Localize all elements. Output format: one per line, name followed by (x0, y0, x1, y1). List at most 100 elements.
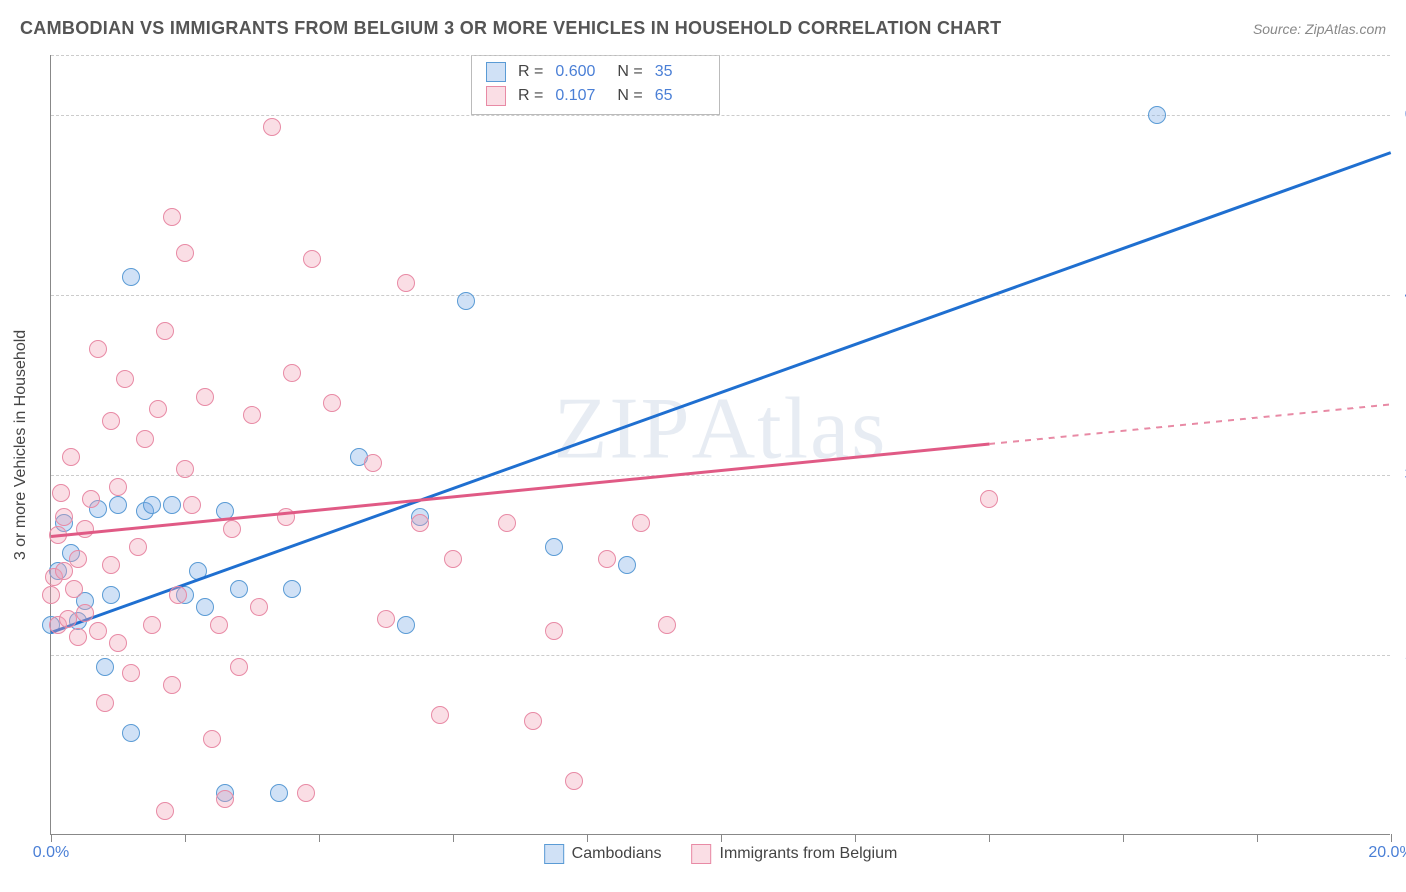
legend-label-2: Immigrants from Belgium (720, 845, 898, 863)
x-tick (453, 834, 454, 842)
x-tick-label: 0.0% (33, 844, 69, 862)
data-point (444, 550, 462, 568)
data-point (89, 622, 107, 640)
data-point (42, 586, 60, 604)
data-point (76, 520, 94, 538)
data-point (109, 634, 127, 652)
y-gridline (51, 55, 1390, 56)
data-point (216, 790, 234, 808)
data-point (250, 598, 268, 616)
trend-line (989, 403, 1391, 444)
data-point (203, 730, 221, 748)
chart-title: CAMBODIAN VS IMMIGRANTS FROM BELGIUM 3 O… (20, 18, 1001, 39)
data-point (230, 580, 248, 598)
data-point (122, 268, 140, 286)
n-value-1: 35 (655, 63, 705, 81)
data-point (176, 244, 194, 262)
r-value-2: 0.107 (555, 87, 605, 105)
data-point (223, 520, 241, 538)
y-axis-label: 3 or more Vehicles in Household (12, 329, 30, 559)
data-point (243, 406, 261, 424)
data-point (143, 496, 161, 514)
n-label: N = (617, 63, 642, 81)
data-point (545, 622, 563, 640)
legend-swatch-pink (486, 86, 506, 106)
data-point (129, 538, 147, 556)
data-point (323, 394, 341, 412)
x-tick-label: 20.0% (1368, 844, 1406, 862)
data-point (183, 496, 201, 514)
data-point (303, 250, 321, 268)
data-point (55, 508, 73, 526)
x-tick (185, 834, 186, 842)
x-tick (319, 834, 320, 842)
data-point (69, 550, 87, 568)
data-point (143, 616, 161, 634)
data-point (283, 580, 301, 598)
data-point (156, 322, 174, 340)
x-tick (855, 834, 856, 842)
r-label: R = (518, 63, 543, 81)
data-point (565, 772, 583, 790)
legend-label-1: Cambodians (572, 845, 662, 863)
y-gridline (51, 295, 1390, 296)
trend-line (51, 443, 989, 538)
data-point (169, 586, 187, 604)
data-point (230, 658, 248, 676)
r-label-2: R = (518, 87, 543, 105)
y-gridline (51, 475, 1390, 476)
data-point (122, 724, 140, 742)
data-point (196, 388, 214, 406)
x-tick (989, 834, 990, 842)
data-point (96, 694, 114, 712)
data-point (210, 616, 228, 634)
data-point (59, 610, 77, 628)
data-point (283, 364, 301, 382)
x-tick (51, 834, 52, 842)
data-point (102, 412, 120, 430)
data-point (96, 658, 114, 676)
data-point (196, 598, 214, 616)
x-tick (587, 834, 588, 842)
source-label: Source: ZipAtlas.com (1253, 21, 1386, 37)
data-point (62, 448, 80, 466)
data-point (109, 478, 127, 496)
data-point (297, 784, 315, 802)
data-point (102, 586, 120, 604)
data-point (411, 514, 429, 532)
data-point (598, 550, 616, 568)
data-point (102, 556, 120, 574)
n-value-2: 65 (655, 87, 705, 105)
r-value-1: 0.600 (555, 63, 605, 81)
data-point (116, 370, 134, 388)
scatter-plot: 3 or more Vehicles in Household R = 0.60… (50, 55, 1390, 835)
legend-swatch-blue (486, 62, 506, 82)
data-point (76, 604, 94, 622)
data-point (89, 340, 107, 358)
data-point (377, 610, 395, 628)
trend-line (51, 151, 1392, 633)
data-point (109, 496, 127, 514)
y-gridline (51, 115, 1390, 116)
data-point (431, 706, 449, 724)
data-point (270, 784, 288, 802)
data-point (397, 274, 415, 292)
data-point (618, 556, 636, 574)
x-tick (721, 834, 722, 842)
data-point (498, 514, 516, 532)
data-point (658, 616, 676, 634)
y-gridline (51, 655, 1390, 656)
data-point (156, 802, 174, 820)
stats-legend: R = 0.600 N = 35 R = 0.107 N = 65 (471, 55, 720, 115)
legend-swatch-blue-2 (544, 844, 564, 864)
data-point (397, 616, 415, 634)
data-point (149, 400, 167, 418)
data-point (52, 484, 70, 502)
data-point (163, 496, 181, 514)
x-tick (1391, 834, 1392, 842)
data-point (545, 538, 563, 556)
data-point (69, 628, 87, 646)
data-point (82, 490, 100, 508)
n-label-2: N = (617, 87, 642, 105)
x-tick (1123, 834, 1124, 842)
